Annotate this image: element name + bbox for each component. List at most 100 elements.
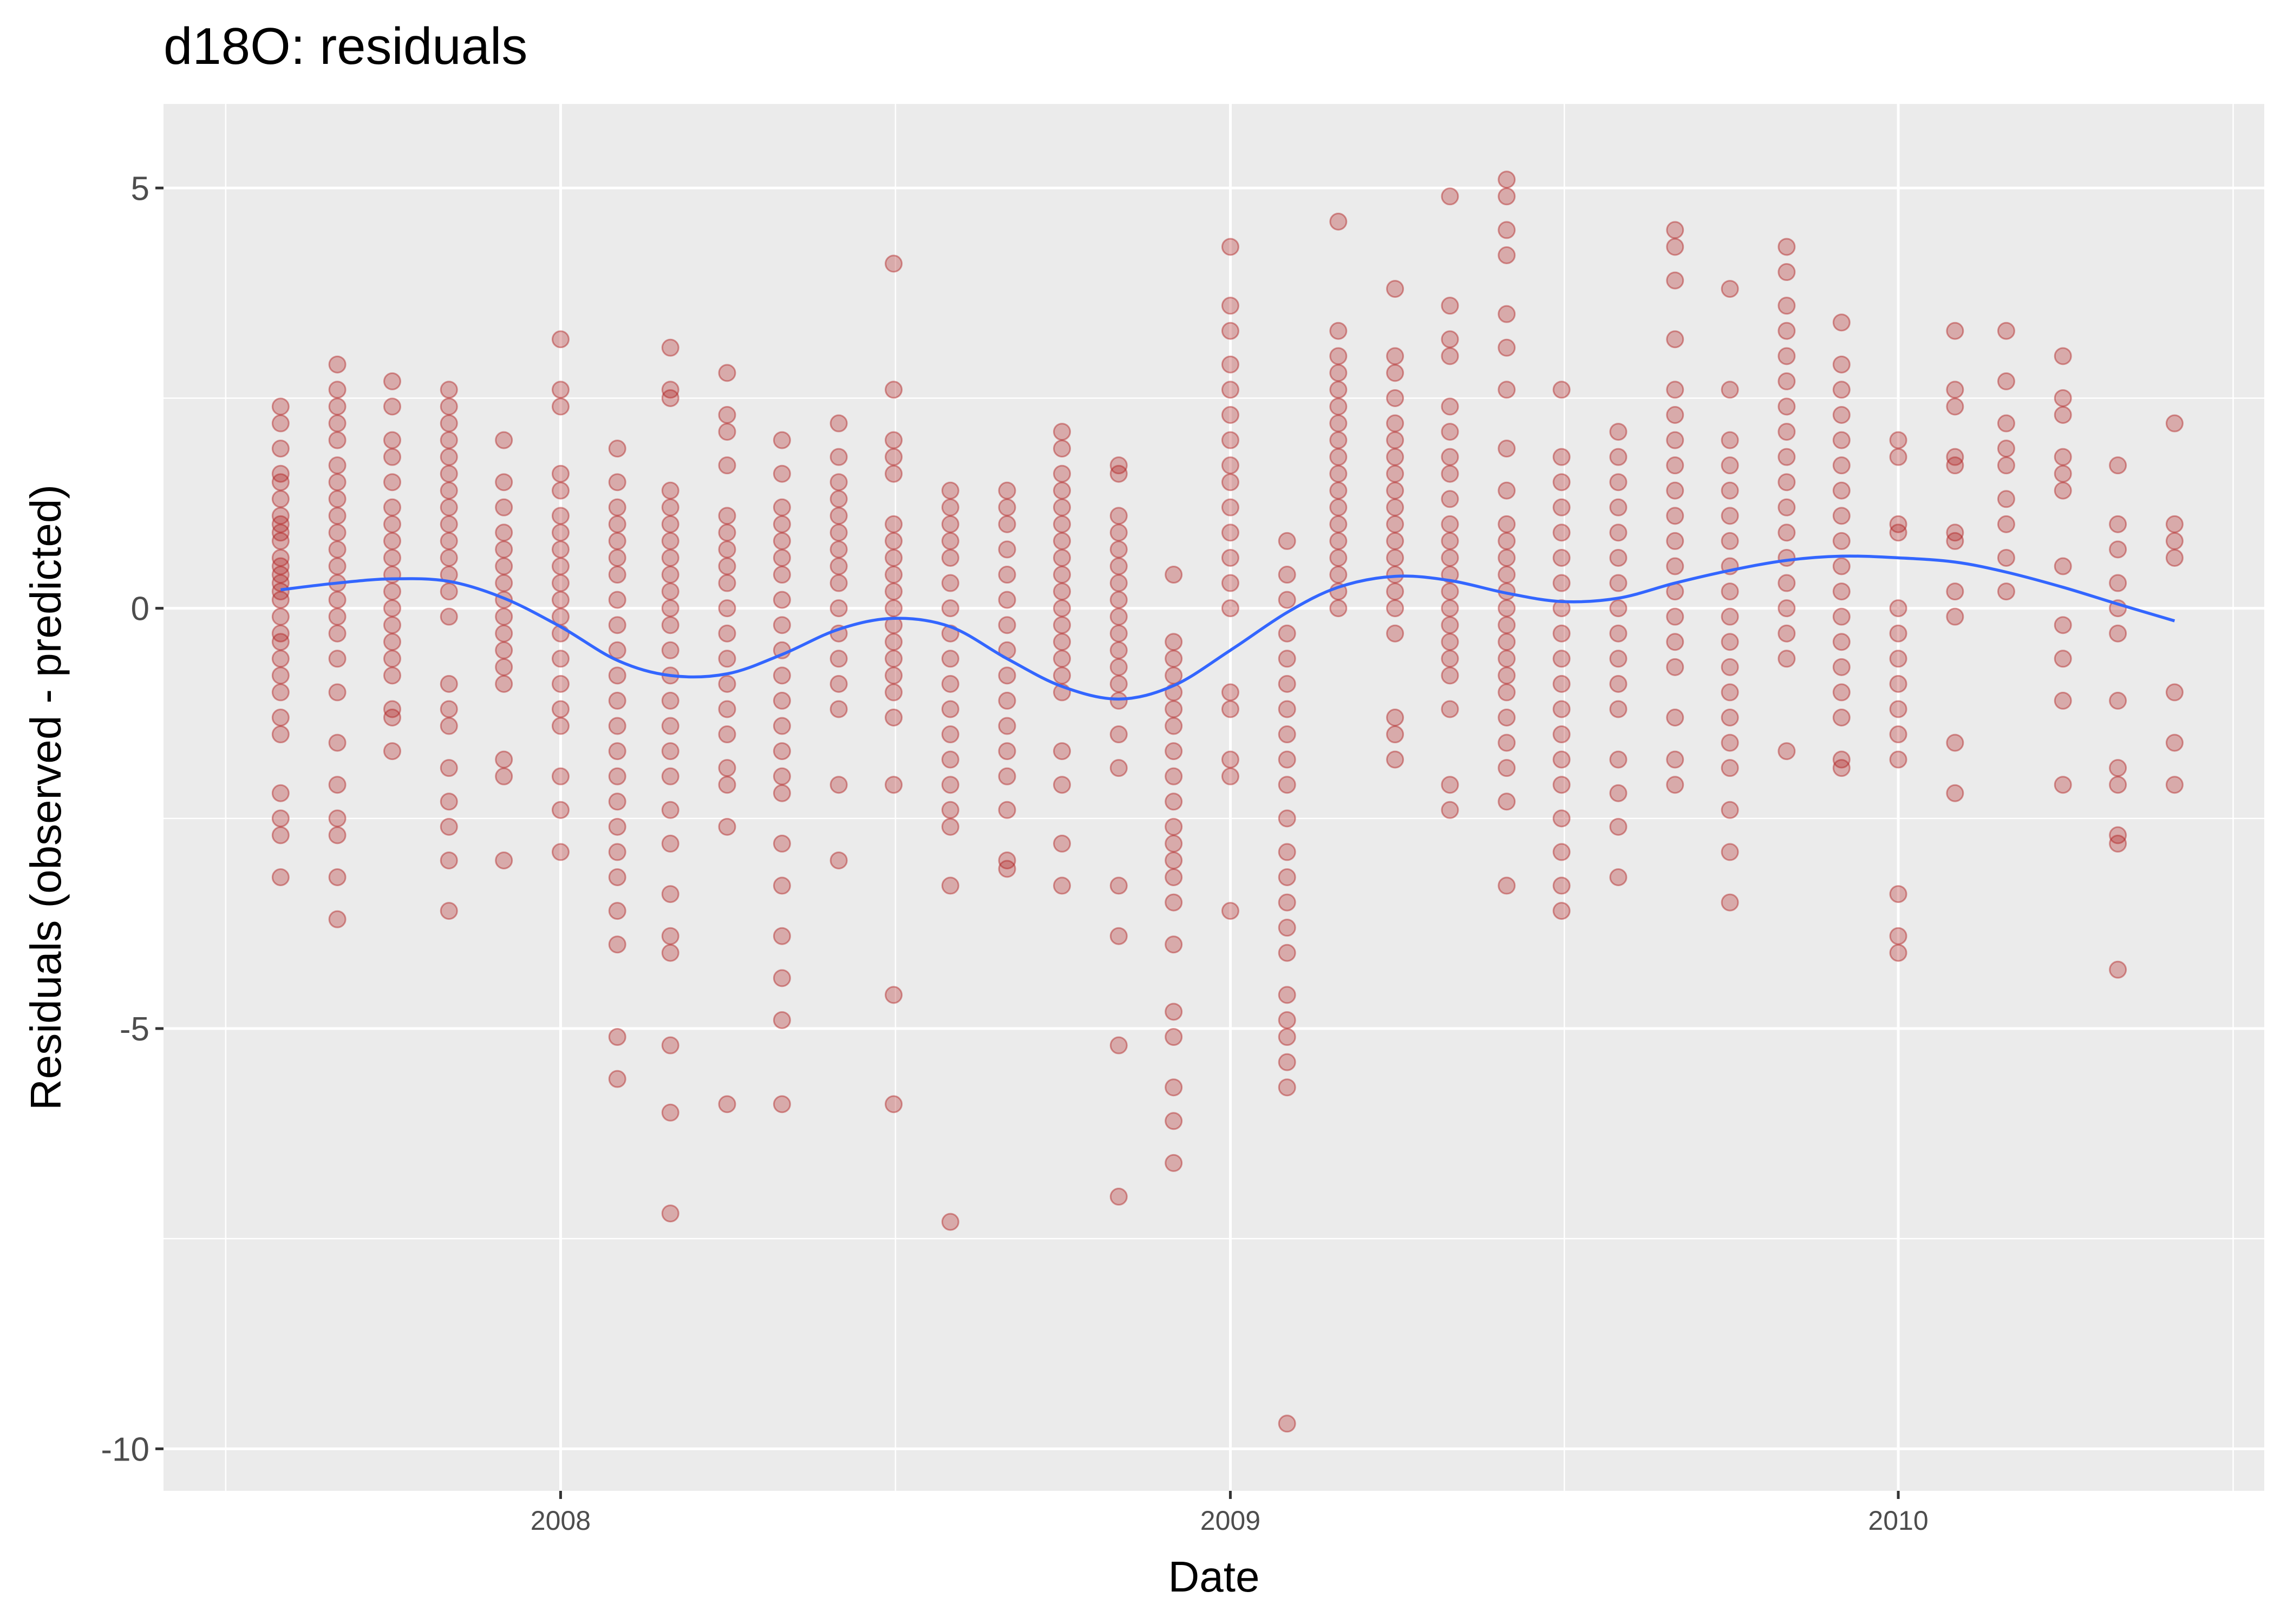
residual-point (383, 532, 401, 550)
residual-point (773, 464, 791, 483)
residual-point (661, 616, 679, 634)
residual-point (718, 364, 736, 382)
residual-point (1109, 759, 1128, 777)
residual-point (608, 498, 626, 516)
residual-point (1329, 212, 1348, 231)
residual-point (271, 708, 290, 726)
residual-point (328, 910, 347, 928)
residual-point (1778, 448, 1796, 466)
residual-point (1609, 675, 1628, 693)
residual-point (1666, 776, 1684, 794)
residual-point (2109, 759, 2127, 777)
residual-point (941, 700, 959, 718)
residual-point (1498, 616, 1516, 634)
residual-point (1221, 431, 1239, 449)
residual-point (1778, 473, 1796, 492)
residual-point (1609, 423, 1628, 441)
residual-point (328, 540, 347, 559)
residual-point (1609, 448, 1628, 466)
residual-point (1997, 490, 2015, 508)
residual-point (718, 725, 736, 744)
x-tick-label: 2008 (531, 1505, 591, 1536)
residual-point (718, 700, 736, 718)
residual-point (661, 767, 679, 785)
residual-point (328, 381, 347, 399)
residual-point (1278, 675, 1296, 693)
residual-point (551, 591, 570, 609)
residual-point (1997, 548, 2015, 567)
residual-point (1552, 574, 1571, 592)
residual-point (1441, 650, 1459, 668)
residual-point (1441, 599, 1459, 618)
residual-point (271, 591, 290, 609)
residual-point (1498, 532, 1516, 550)
residual-point (661, 944, 679, 962)
residual-point (383, 448, 401, 466)
residual-point (1165, 834, 1183, 853)
residual-point (1386, 280, 1404, 298)
residual-point (1441, 700, 1459, 718)
residual-point (661, 582, 679, 601)
residual-point (271, 624, 290, 643)
residual-point (608, 566, 626, 584)
residual-point (1329, 448, 1348, 466)
residual-point (271, 582, 290, 601)
residual-point (2054, 616, 2072, 634)
residual-point (1721, 893, 1739, 912)
residual-point (1386, 448, 1404, 466)
residual-point (1778, 347, 1796, 365)
residual-point (1109, 624, 1128, 643)
residual-point (1946, 734, 1964, 752)
residual-point (271, 566, 290, 584)
residual-point (773, 515, 791, 533)
residual-point (1552, 650, 1571, 668)
residual-point (271, 868, 290, 887)
residual-point (661, 1103, 679, 1122)
residual-point (495, 624, 513, 643)
residual-point (829, 675, 848, 693)
residual-point (1109, 607, 1128, 626)
residual-point (271, 397, 290, 416)
residual-point (661, 481, 679, 500)
residual-point (328, 523, 347, 542)
residual-point (1498, 381, 1516, 399)
residual-point (440, 381, 458, 399)
residual-point (1609, 868, 1628, 887)
y-tick-label: 5 (131, 170, 149, 207)
residual-point (885, 532, 903, 550)
residual-point (1889, 515, 1907, 533)
residual-point (1053, 498, 1071, 516)
residual-point (718, 817, 736, 836)
residual-point (383, 700, 401, 718)
residual-point (1053, 582, 1071, 601)
residual-point (271, 440, 290, 458)
residual-point (1609, 784, 1628, 802)
residual-point (1666, 381, 1684, 399)
residual-point (1778, 523, 1796, 542)
residual-point (1946, 532, 1964, 550)
residual-point (440, 548, 458, 567)
residual-point (383, 633, 401, 651)
residual-point (885, 1095, 903, 1114)
residual-point (1053, 515, 1071, 533)
residual-point (1889, 675, 1907, 693)
residual-point (1721, 456, 1739, 475)
residual-point (1721, 683, 1739, 702)
residual-point (998, 801, 1016, 819)
residual-point (661, 566, 679, 584)
residual-point (1053, 650, 1071, 668)
residual-point (1889, 944, 1907, 962)
residual-point (1609, 523, 1628, 542)
residual-point (1498, 338, 1516, 357)
residual-point (1832, 658, 1851, 676)
minor-gridlines (164, 104, 2264, 1491)
residual-point (718, 456, 736, 475)
residual-point (2109, 776, 2127, 794)
residual-point (1278, 650, 1296, 668)
residual-point (1498, 759, 1516, 777)
residual-point (1053, 834, 1071, 853)
residual-point (885, 986, 903, 1004)
residual-point (383, 650, 401, 668)
residual-point (885, 566, 903, 584)
residual-point (1721, 658, 1739, 676)
